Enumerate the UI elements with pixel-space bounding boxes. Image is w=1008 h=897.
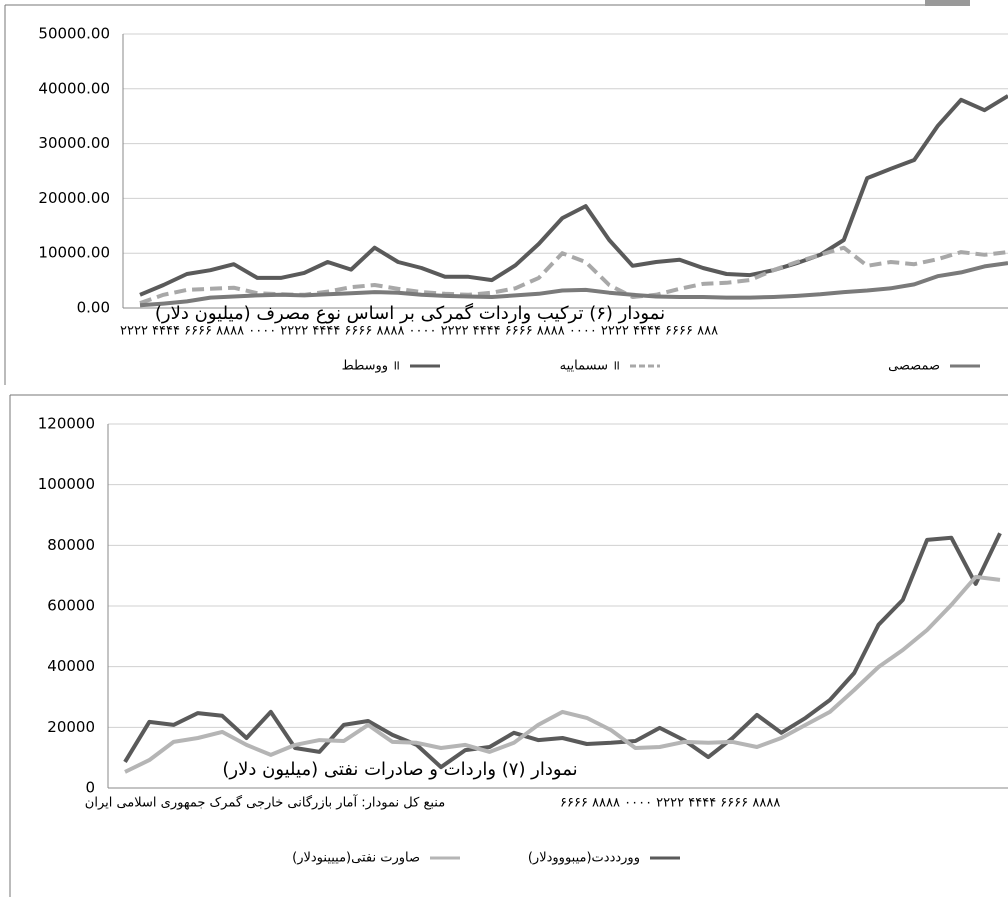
y-tick-label: 0 <box>85 779 95 797</box>
y-tick-label: 50000.00 <box>38 25 110 43</box>
legend-label: ووردددت(میبووودلار) <box>528 851 640 866</box>
chart-title: نمودار (۶) ترکیب واردات گمرکی بر اساس نو… <box>155 302 665 324</box>
series-line <box>124 574 1001 774</box>
frame-tab <box>925 0 970 6</box>
legend-label: ووسطط ॥ <box>342 359 400 374</box>
y-tick-label: 20000.00 <box>38 189 110 207</box>
series-line <box>139 94 1008 297</box>
y-tick-label: 0.00 <box>77 299 110 317</box>
y-tick-label: 120000 <box>38 415 95 433</box>
y-tick-label: 30000.00 <box>38 134 110 152</box>
y-tick-label: 100000 <box>38 475 95 493</box>
y-tick-label: 20000 <box>47 718 95 736</box>
source-note: منبع کل نمودار: آمار بازرگانی خارجی گمرک… <box>85 794 445 811</box>
legend-label: صمصصی <box>888 359 940 374</box>
series-line <box>123 532 1002 770</box>
y-tick-label: 40000 <box>47 657 95 675</box>
y-tick-label: 10000.00 <box>38 244 110 262</box>
y-tick-label: 40000.00 <box>38 79 110 97</box>
legend-label: سسماییه ॥ <box>560 359 620 374</box>
y-tick-label: 80000 <box>47 536 95 554</box>
chart-title: نمودار (۷) واردات و صادرات نفتی (میلیون … <box>222 759 577 780</box>
x-axis-labels: ۶۶۶۶ ۸۸۸۸ ۰۰۰۰ ۲۲۲۲ ۴۴۴۴ ۶۶۶۶ ۸۸۸۸ <box>560 796 780 811</box>
legend-label: صاورت نفتی(مییینودلار) <box>292 851 420 866</box>
x-axis-labels: ۲۲۲۲ ۴۴۴۴ ۶۶۶۶ ۸۸۸۸ ۰۰۰۰ ۲۲۲۲ ۴۴۴۴ ۶۶۶۶ … <box>120 324 718 339</box>
series-line <box>139 261 1008 308</box>
y-tick-label: 60000 <box>47 597 95 615</box>
